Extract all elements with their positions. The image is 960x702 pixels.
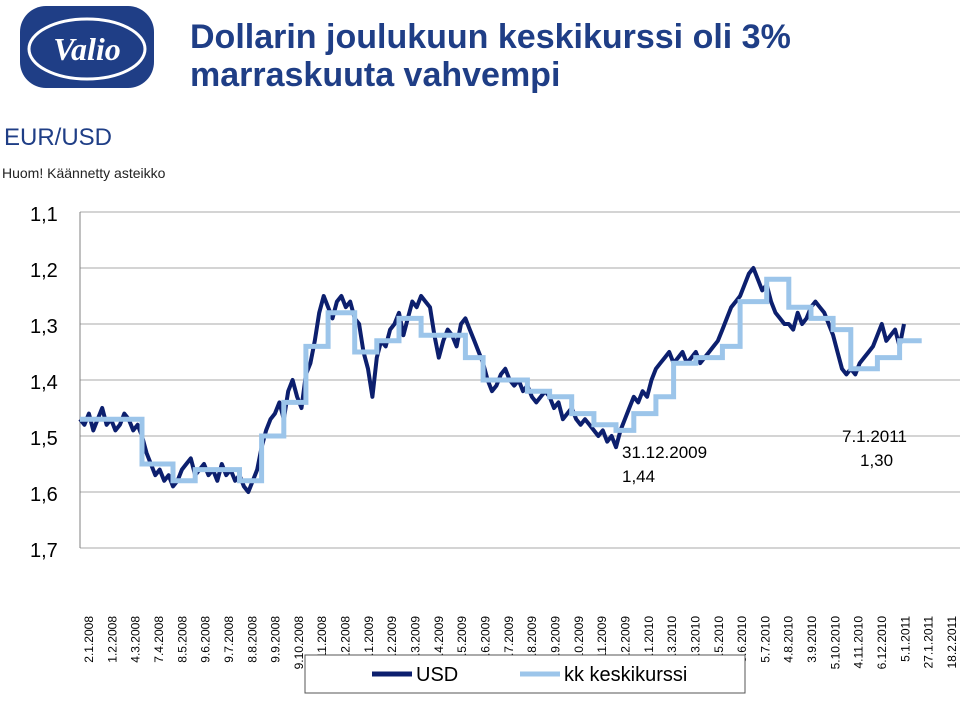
x-tick-label: 6.12.2010 xyxy=(875,616,889,670)
y-tick-label: 1,4 xyxy=(30,372,58,394)
annotations: 31.12.2009 1,44 7.1.2011 1,30 xyxy=(622,427,907,486)
monthly-average-series-line xyxy=(80,276,922,484)
x-tick-label: 3.9.2010 xyxy=(805,616,819,663)
x-tick-label: 2.1.2008 xyxy=(82,616,96,663)
y-tick-label: 1,1 xyxy=(30,204,58,226)
annotation-value: 1,44 xyxy=(622,467,655,486)
x-tick-label: 18.2.2011 xyxy=(945,616,959,669)
valio-logo: Valio xyxy=(18,4,156,90)
x-tick-label: 27.1.2011 xyxy=(922,616,936,669)
annotation-date: 31.12.2009 xyxy=(622,443,707,462)
eurusd-chart: 1,1 1,2 1,3 1,4 1,5 1,6 1,7 2.1.2008 1.2.2008 4.… xyxy=(30,204,960,694)
x-tick-label: 4.5.2010 xyxy=(712,616,726,663)
x-tick-label: 5.10.2010 xyxy=(828,616,842,670)
logo-text: Valio xyxy=(53,31,121,67)
y-tick-label: 1,3 xyxy=(30,316,58,338)
page-title: Dollarin joulukuun keskikurssi oli 3% ma… xyxy=(190,18,890,94)
x-tick-label: 1.2.2008 xyxy=(105,616,119,663)
x-tick-label: 7.4.2008 xyxy=(152,616,166,663)
x-tick-label: 4.8.2010 xyxy=(782,616,796,663)
legend: USD kk keskikurssi xyxy=(304,654,746,694)
inverted-scale-note: Huom! Käännetty asteikko xyxy=(2,165,166,181)
x-tick-label: 1.3.2010 xyxy=(665,616,679,663)
plot-area xyxy=(78,266,922,494)
x-tick-label: 9.6.2008 xyxy=(199,616,213,663)
x-tick-label: 4.3.2008 xyxy=(129,616,143,663)
x-tick-label: 9.9.2008 xyxy=(269,616,283,663)
x-tick-label: 4.11.2010 xyxy=(852,616,866,669)
logo-background xyxy=(20,6,154,88)
x-tick-label: 8.8.2008 xyxy=(245,616,259,663)
x-tick-label: 9.7.2008 xyxy=(222,616,236,663)
y-tick-label: 1,6 xyxy=(30,484,58,506)
x-tick-label: 5.1.2011 xyxy=(898,616,912,662)
x-tick-label: 3.6.2010 xyxy=(735,616,749,663)
x-tick-label: 5.7.2010 xyxy=(758,616,772,663)
y-tick-label: 1,2 xyxy=(30,260,58,282)
title-line-1: Dollarin joulukuun keskikurssi oli 3% xyxy=(190,18,791,56)
title-line-2: marraskuuta vahvempi xyxy=(190,56,561,94)
currency-pair-label: EUR/USD xyxy=(4,124,113,151)
legend-label-monthly-average: kk keskikurssi xyxy=(564,664,687,686)
grid-lines xyxy=(79,211,960,549)
annotation-date: 7.1.2011 xyxy=(842,427,907,446)
y-tick-label: 1,7 xyxy=(30,540,58,562)
x-tick-label: 9.10.2008 xyxy=(292,616,306,670)
y-tick-label: 1,5 xyxy=(30,428,58,450)
x-tick-label: 8.5.2008 xyxy=(175,616,189,663)
y-axis-ticks: 1,1 1,2 1,3 1,4 1,5 1,6 1,7 xyxy=(30,204,58,562)
legend-label-usd: USD xyxy=(416,664,458,686)
annotation-value: 1,30 xyxy=(860,451,893,470)
